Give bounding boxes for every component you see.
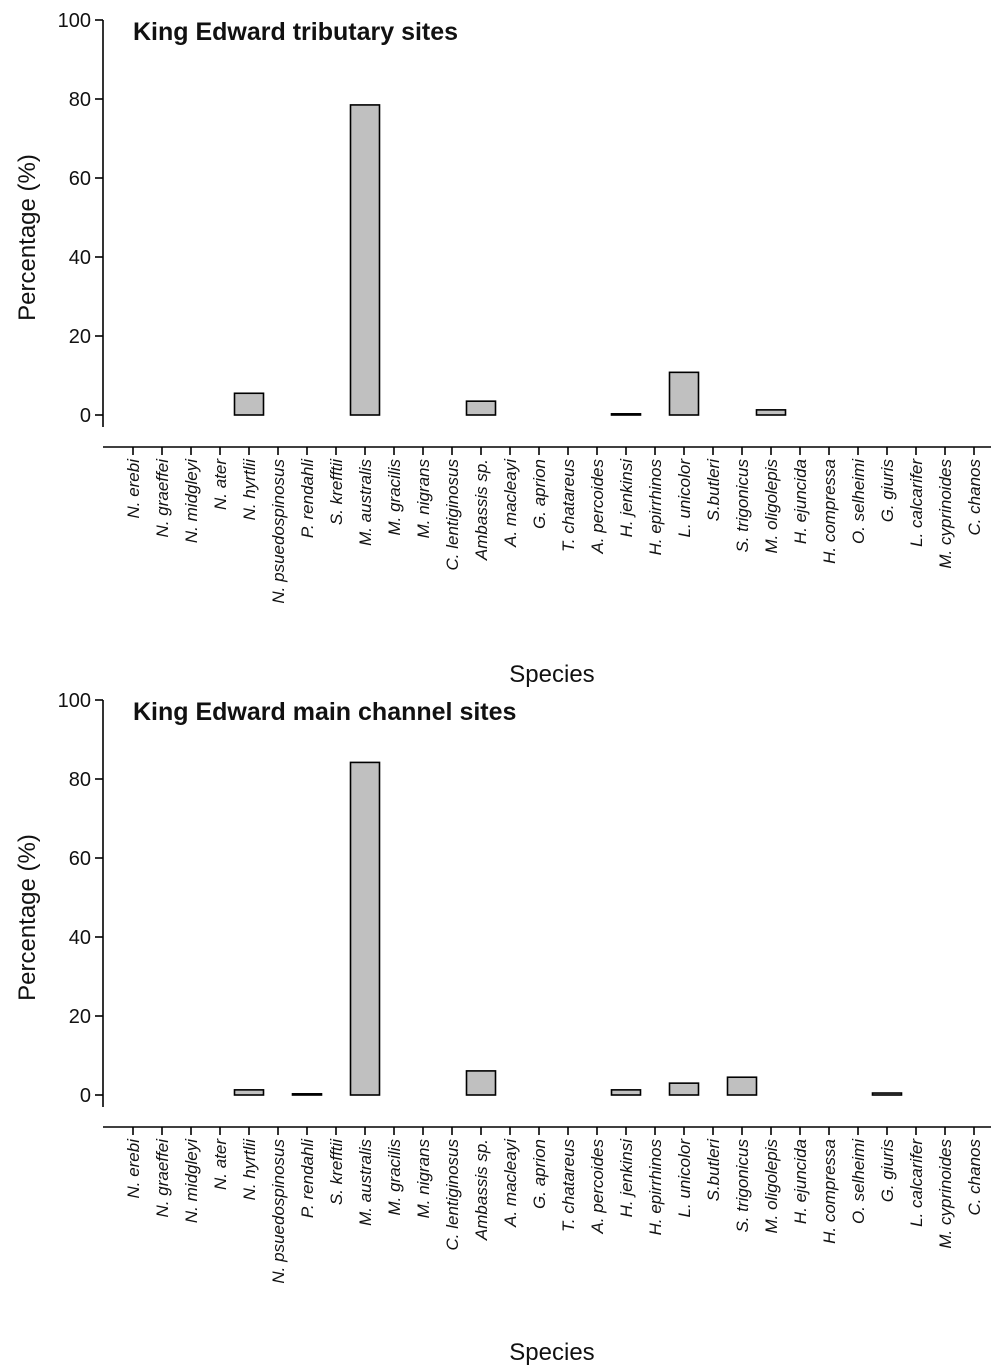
x-tick-label: M. oligolepis: [762, 1139, 781, 1234]
x-tick-label: H. epirrhinos: [646, 1139, 665, 1236]
chart-title: King Edward main channel sites: [133, 698, 516, 726]
chart-panel-2: 0 20 40 60 80 100 N. erebi N. graeffei N. midgle…: [14, 690, 991, 1366]
x-axis-title: Species: [509, 1339, 594, 1366]
x-tick-label: H. epirrhinos: [646, 459, 665, 556]
bar: [668, 1082, 700, 1096]
x-tick-label: N. erebi: [124, 1138, 143, 1199]
bar: [233, 1089, 265, 1096]
x-tick-label: N. graeffei: [153, 458, 172, 538]
chart-title: King Edward tributary sites: [133, 18, 458, 46]
y-tick-label: 0: [80, 1085, 91, 1107]
x-tick-label: A. percoides: [588, 459, 607, 555]
x-tick-label: L. calcarifer: [907, 1138, 926, 1227]
x-tick-label: P. rendahli: [298, 1138, 317, 1218]
x-tick-label: M. australis: [356, 459, 375, 546]
x-tick-label: L. calcarifer: [907, 458, 926, 547]
x-tick-label: H. jenkinsi: [617, 458, 636, 538]
x-tick-label: N. graeffei: [153, 1138, 172, 1218]
x-tick-label: H. ejuncida: [791, 459, 810, 544]
y-axis-title: Percentage (%): [14, 154, 41, 321]
x-tick-label: N. psuedospinosus: [269, 459, 288, 604]
x-tick-label: H. compressa: [820, 1139, 839, 1244]
x-tick-label: G. giuris: [878, 1139, 897, 1203]
bar: [755, 409, 787, 416]
y-axis-title: Percentage (%): [14, 834, 41, 1001]
x-tick-label: C. lentiginosus: [443, 1139, 462, 1251]
x-tick-label: O. selheimi: [849, 1138, 868, 1224]
y-tick-label: 80: [69, 769, 91, 791]
x-tick-label: T. chatareus: [559, 1139, 578, 1232]
x-tick-label: N. psuedospinosus: [269, 1139, 288, 1284]
y-tick-label: 60: [69, 848, 91, 870]
x-tick-label: H. jenkinsi: [617, 1138, 636, 1218]
bar: [465, 1070, 497, 1096]
x-tick-label: A. macleayi: [501, 458, 520, 548]
x-tick-label: M. gracilis: [385, 459, 404, 536]
bar: [610, 1089, 642, 1096]
x-tick-label: M. gracilis: [385, 1139, 404, 1216]
x-tick-label: O. selheimi: [849, 458, 868, 544]
x-tick-label: M. cyprinoides: [936, 1139, 955, 1249]
x-tick-label: N. midgleyi: [182, 1138, 201, 1223]
x-tick-label: M. nigrans: [414, 1139, 433, 1219]
x-tick-label: G. giuris: [878, 459, 897, 523]
x-tick-label: N. hyrtlii: [240, 458, 259, 521]
y-tick-label: 20: [69, 326, 91, 348]
x-tick-label: L. unicolor: [675, 458, 694, 538]
x-tick-label: N. erebi: [124, 458, 143, 519]
x-tick-label: Ambassis sp.: [472, 459, 491, 561]
x-tick-label: M. australis: [356, 1139, 375, 1226]
x-tick-label: S. krefftii: [327, 458, 346, 525]
x-tick-label: M. nigrans: [414, 459, 433, 539]
y-tick-label: 80: [69, 89, 91, 111]
x-tick-label: N. ater: [211, 458, 230, 510]
x-tick-label: N. ater: [211, 1138, 230, 1190]
x-tick-label: C. lentiginosus: [443, 459, 462, 571]
x-tick-label: S.butleri: [704, 1138, 723, 1202]
y-tick-label: 100: [58, 690, 91, 712]
x-tick-label: H. compressa: [820, 459, 839, 564]
x-tick-label: L. unicolor: [675, 1138, 694, 1218]
x-tick-label: S. trigonicus: [733, 1139, 752, 1233]
y-tick-label: 60: [69, 168, 91, 190]
x-tick-label: S. trigonicus: [733, 459, 752, 553]
x-tick-label: N. hyrtlii: [240, 1138, 259, 1201]
x-tick-label: A. macleayi: [501, 1138, 520, 1228]
bar: [465, 400, 497, 416]
x-tick-label: P. rendahli: [298, 458, 317, 538]
x-tick-label: Ambassis sp.: [472, 1139, 491, 1241]
y-tick-label: 40: [69, 247, 91, 269]
x-tick-label: M. cyprinoides: [936, 459, 955, 569]
bar: [233, 392, 265, 416]
bar: [610, 413, 642, 416]
x-tick-label: G. aprion: [530, 459, 549, 529]
x-tick-label: C. chanos: [965, 459, 984, 536]
x-axis-title: Species: [509, 661, 594, 688]
x-tick-label: S. krefftii: [327, 1138, 346, 1205]
bar: [871, 1092, 903, 1096]
chart-panel-1: 0 20 40 60 80 100 N. erebi N. graeffei N. midgle…: [14, 10, 991, 688]
y-tick-label: 20: [69, 1006, 91, 1028]
bar: [349, 104, 381, 416]
bar: [291, 1093, 323, 1096]
x-tick-label: M. oligolepis: [762, 459, 781, 554]
x-tick-label: T. chatareus: [559, 459, 578, 552]
x-tick-label: C. chanos: [965, 1139, 984, 1216]
x-tick-label: S.butleri: [704, 458, 723, 522]
bar: [668, 371, 700, 416]
x-tick-label: A. percoides: [588, 1139, 607, 1235]
y-tick-label: 0: [80, 405, 91, 427]
y-tick-label: 40: [69, 927, 91, 949]
x-tick-label: N. midgleyi: [182, 458, 201, 543]
x-tick-label: H. ejuncida: [791, 1139, 810, 1224]
bar: [349, 761, 381, 1096]
bar: [726, 1076, 758, 1096]
x-tick-label: G. aprion: [530, 1139, 549, 1209]
y-tick-label: 100: [58, 10, 91, 32]
